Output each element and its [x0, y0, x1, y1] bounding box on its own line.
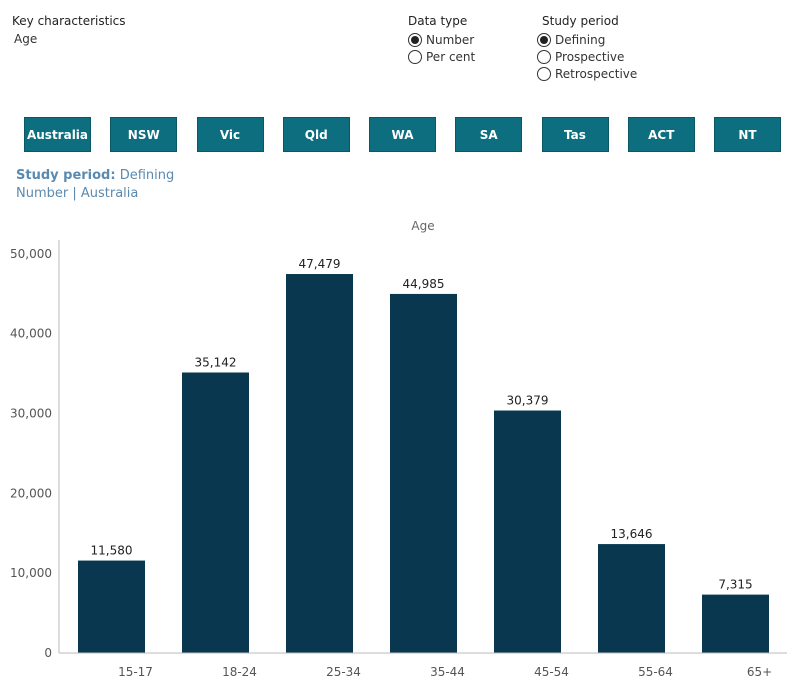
radio-unselected-icon[interactable] [408, 49, 422, 64]
y-tick-label: 20,000 [10, 486, 52, 500]
radio-unselected-icon[interactable] [537, 49, 551, 64]
bar [598, 544, 665, 653]
bar-value-label: 7,315 [718, 578, 752, 592]
data-type-option-label: Number [426, 32, 475, 47]
state-button-nt[interactable]: NT [714, 117, 781, 152]
state-button-nsw[interactable]: NSW [110, 117, 178, 152]
radio-selected-icon[interactable] [537, 32, 551, 47]
radio-unselected-icon[interactable] [537, 66, 551, 81]
state-button-qld[interactable]: Qld [282, 117, 350, 152]
study-period-option-defining[interactable]: Defining [537, 31, 637, 48]
x-axis: 15-17 18-24 25-34 35-44 45-54 55-64 65+ [59, 652, 787, 679]
state-button-vic[interactable]: Vic [196, 117, 264, 152]
bar [78, 560, 145, 653]
x-tick-label: 35-44 [430, 665, 465, 679]
bar [702, 594, 769, 653]
state-button-wa[interactable]: WA [369, 117, 436, 152]
state-button-bar: Australia NSW Vic Qld WA SA Tas ACT NT [24, 117, 781, 152]
bar [286, 274, 353, 653]
radio-selected-icon[interactable] [408, 32, 422, 47]
study-period-option-label: Defining [555, 32, 606, 47]
state-button-tas[interactable]: Tas [541, 117, 609, 152]
age-bar-chart: Age 0 10,000 20,000 30,000 40,000 50,000 11,5… [10, 219, 787, 679]
data-type-radio-group: Number Per cent [408, 31, 475, 65]
x-tick-label: 55-64 [638, 665, 673, 679]
data-type-option-label: Per cent [426, 49, 476, 64]
bar-value-label: 47,479 [299, 257, 341, 271]
study-period-radio-group: Defining Prospective Retrospective [537, 31, 637, 82]
bar-value-label: 11,580 [91, 544, 133, 558]
study-period-title: Study period [542, 14, 619, 28]
data-type-option-number[interactable]: Number [408, 31, 475, 48]
study-period-option-label: Prospective [555, 49, 625, 64]
subheading-label: Study period: [16, 168, 116, 183]
data-type-title: Data type [408, 14, 468, 28]
bars-group: 11,580 35,142 47,479 44,985 30,379 13,646 7,31… [78, 257, 769, 653]
x-tick-label: 18-24 [222, 665, 257, 679]
subheading-value: Defining [119, 168, 175, 183]
data-type-option-percent[interactable]: Per cent [408, 48, 475, 65]
study-period-option-prospective[interactable]: Prospective [537, 48, 637, 65]
bar-value-label: 44,985 [403, 277, 445, 291]
state-button-australia[interactable]: Australia [24, 117, 91, 152]
y-tick-label: 30,000 [10, 407, 52, 421]
y-tick-label: 0 [44, 646, 52, 660]
y-axis: 0 10,000 20,000 30,000 40,000 50,000 [10, 240, 60, 660]
state-button-act[interactable]: ACT [627, 117, 695, 152]
x-tick-label: 45-54 [534, 665, 569, 679]
key-characteristics-title: Key characteristics [12, 14, 126, 28]
state-button-sa[interactable]: SA [455, 117, 523, 152]
y-tick-label: 10,000 [10, 566, 52, 580]
y-tick-label: 50,000 [10, 247, 52, 261]
bar-value-label: 30,379 [507, 394, 549, 408]
x-tick-label: 25-34 [326, 665, 361, 679]
y-tick-label: 40,000 [10, 327, 52, 341]
bar [494, 410, 561, 653]
x-tick-label: 15-17 [118, 665, 153, 679]
x-tick-label: 65+ [747, 665, 772, 679]
study-period-option-label: Retrospective [555, 66, 638, 81]
key-characteristics-value[interactable]: Age [14, 32, 38, 46]
bar-value-label: 13,646 [611, 527, 653, 541]
study-period-option-retrospective[interactable]: Retrospective [537, 65, 637, 82]
chart-title: Age [411, 219, 434, 233]
bar [390, 293, 457, 653]
bar [182, 372, 249, 653]
subheading-line2: Number | Australia [16, 186, 139, 201]
subheading-line1: Study period: Defining [16, 168, 174, 183]
bar-value-label: 35,142 [195, 355, 237, 369]
